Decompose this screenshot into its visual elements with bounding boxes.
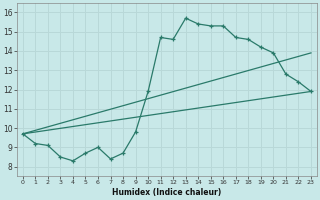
X-axis label: Humidex (Indice chaleur): Humidex (Indice chaleur) <box>112 188 221 197</box>
